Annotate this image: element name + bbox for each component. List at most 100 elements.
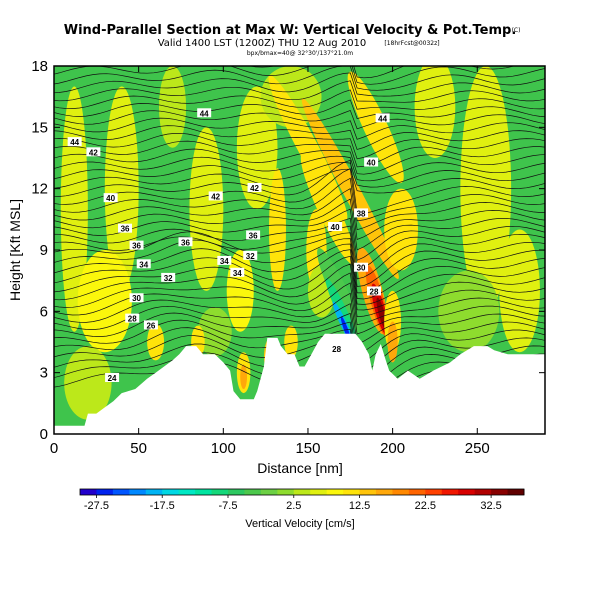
x-tick-label: 50 [130,440,147,457]
theta-contour-line [54,162,545,188]
theta-contour-line [54,217,545,271]
colorbar-swatch [129,489,147,495]
terrain [54,333,545,434]
colorbar-swatch [244,489,262,495]
theta-contour-label: 26 [143,320,158,330]
colorbar-swatch [441,489,459,495]
velocity-region [284,325,298,359]
colorbar-swatch [178,489,196,495]
theta-contour-label: 42 [86,147,101,157]
y-tick-label: 9 [40,242,48,259]
velocity-region [240,364,248,390]
colorbar-swatch [260,489,278,495]
theta-contour-line [54,66,545,91]
velocity-region [384,188,419,271]
theta-contour-line [54,89,545,110]
velocity-field [60,66,540,420]
theta-contour-label-text: 24 [108,374,117,383]
theta-contour-label: 24 [105,373,120,383]
velocity-region [414,66,456,158]
theta-contour-line [54,198,545,251]
theta-contour-label-bg [118,223,133,233]
theta-contour-label-bg [364,157,379,167]
theta-contour-label: 42 [208,191,223,201]
theta-contour-label-bg [375,113,390,123]
theta-contour-label-bg [67,137,82,147]
theta-contour-line [54,66,545,85]
theta-contour-label: 42 [247,182,262,193]
theta-contour-line [54,140,545,168]
theta-contour-label: 36 [129,240,144,251]
colorbar-tick-label: 22.5 [415,500,436,512]
theta-contour-label-bg [243,250,258,260]
theta-contour-label-text: 40 [331,223,340,232]
velocity-region [499,229,540,353]
theta-contour-label-text: 28 [332,345,341,354]
theta-contour-label-text: 28 [370,287,379,296]
y-tick-label: 18 [31,58,48,75]
theta-contour-line [54,188,545,240]
colorbar-swatch [228,489,245,495]
colorbar-swatch [458,489,476,495]
theta-contour-label: 28 [366,286,381,296]
theta-contour-label-bg [354,208,369,218]
colorbar-swatch [145,489,163,495]
theta-contour-label-text: 38 [357,209,366,218]
theta-contour-label-text: 42 [250,184,259,193]
theta-contour-label: 32 [161,272,176,283]
colorbar-tick-label: 32.5 [480,500,501,512]
colorbar-swatch [408,489,426,495]
colorbar-swatch [474,489,492,495]
theta-contour-label-text: 40 [106,194,115,203]
theta-contour-line [54,155,545,182]
theta-contour-label-text: 36 [249,231,258,240]
theta-contour-line [54,109,545,130]
theta-contour-line [54,292,545,345]
x-tick-label: 150 [295,440,320,457]
colorbar-swatch [376,489,393,495]
velocity-region [300,153,356,265]
theta-contour-label-bg [86,147,101,157]
theta-contour-label-text: 30 [132,294,141,303]
theta-contour-label: 36 [118,223,133,234]
velocity-region [236,86,278,210]
velocity-region [197,307,232,357]
colorbar-swatch [96,489,114,495]
theta-contour-label-bg [217,255,232,265]
theta-contour-label-bg [247,182,262,192]
theta-contour-label-text: 28 [128,315,137,324]
theta-contour-label-bg [178,237,193,247]
theta-contour-line [54,238,545,294]
theta-contour-label: 34 [217,255,232,266]
x-tick-label: 0 [50,440,58,457]
theta-contour-label-text: 32 [246,252,255,261]
theta-contour-label-text: 26 [146,321,155,330]
theta-contour-label: 38 [354,208,369,218]
theta-contour-label-bg [354,262,369,272]
theta-contour-label-text: 42 [89,148,98,157]
colorbar-swatch [507,489,525,495]
theta-contour-label: 28 [329,344,344,354]
theta-contour-label-text: 34 [220,257,229,266]
colorbar-tick-label: -27.5 [84,500,109,512]
theta-contour-line [54,125,545,150]
y-tick-label: 0 [40,426,48,443]
theta-contour-label-bg [197,108,212,118]
theta-contour-label: 30 [129,293,144,303]
x-axis: 0 50 100 150 200 250 [50,66,490,457]
theta-contour-label-bg [208,191,223,201]
velocity-region [147,323,165,361]
theta-contour-label-bg [230,267,245,277]
theta-contour-label-text: 44 [200,109,209,118]
colorbar-swatch [491,489,509,495]
theta-contour-line [54,272,545,326]
velocity-region [387,321,398,363]
theta-contour-line [54,168,545,222]
colorbar-swatch [277,489,295,495]
y-tick-label: 3 [40,365,48,382]
theta-contour-label: 44 [67,137,82,147]
theta-contour-label-bg [125,313,140,323]
velocity-region [189,127,224,291]
theta-contour-label: 28 [125,313,140,324]
